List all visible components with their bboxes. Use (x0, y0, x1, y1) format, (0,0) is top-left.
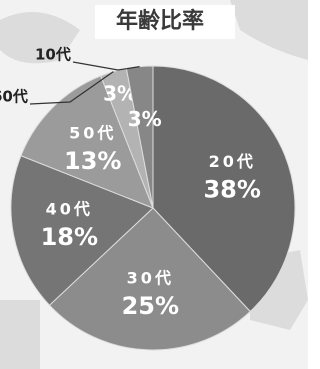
category-label: 50代 (69, 123, 116, 142)
value-label: 25% (122, 292, 179, 320)
category-label: 20代 (209, 152, 256, 171)
value-label: 13% (64, 147, 121, 175)
category-label: 30代 (127, 269, 174, 288)
chart-title: 年齢比率 (116, 8, 204, 34)
category-label: 40代 (46, 199, 93, 218)
category-label: 10代 (35, 46, 71, 64)
page: 年齢比率 20代38%30代25%40代18%50代13%3%60代3%10代 … (0, 0, 320, 369)
value-label: 18% (41, 223, 98, 251)
value-label: 3% (128, 107, 162, 131)
category-label: 60代 (0, 88, 28, 106)
value-label: 38% (203, 176, 260, 204)
